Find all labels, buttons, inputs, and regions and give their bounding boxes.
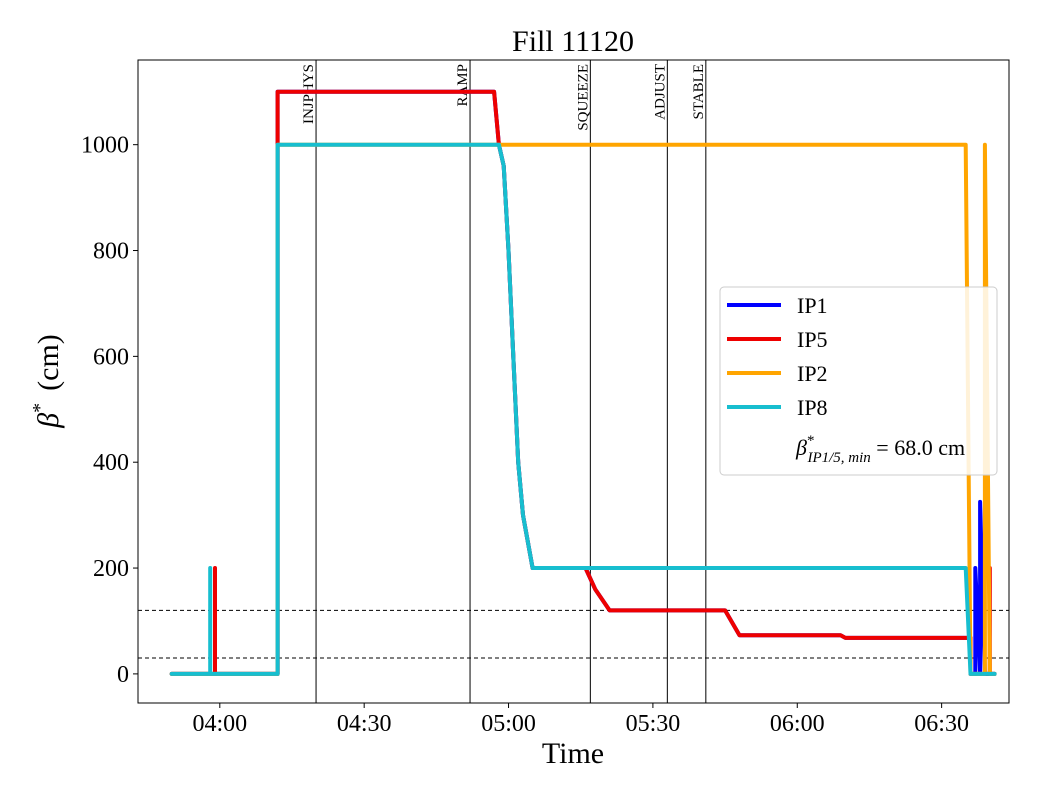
y-axis-label: β* (cm) — [29, 334, 65, 429]
y-tick-label-200: 200 — [93, 556, 129, 582]
y-tick-label-600: 600 — [93, 344, 129, 370]
x-tick-label-0500: 05:00 — [481, 711, 536, 737]
x-axis-label: Time — [542, 737, 604, 770]
phase-label-ramp: RAMP — [455, 64, 471, 107]
legend: IP1 IP5 IP2 IP8 β* IP1/5, min = 68.0 cm — [719, 286, 998, 476]
legend-label-ip8: IP8 — [797, 395, 828, 420]
legend-label-ip2: IP2 — [797, 361, 828, 386]
legend-beta-min-annotation: β* IP1/5, min = 68.0 cm — [795, 433, 965, 466]
phase-label-adjust: ADJUST — [652, 64, 668, 120]
x-tick-label-0430: 04:30 — [337, 711, 392, 737]
x-tick-label-0600: 06:00 — [770, 711, 825, 737]
y-tick-label-1000: 1000 — [81, 133, 129, 159]
chart-title: Fill 11120 — [512, 25, 634, 58]
reference-lines — [138, 609, 1009, 659]
x-axis-ticks: 04:00 04:30 05:00 05:30 06:00 06:30 — [192, 703, 969, 737]
y-tick-label-0: 0 — [117, 662, 129, 688]
y-axis-symbol: β — [32, 413, 65, 429]
legend-annotation-superscript: * — [807, 433, 815, 449]
legend-box — [719, 286, 998, 476]
y-axis-ticks: 0 200 400 600 800 1000 — [81, 133, 138, 688]
y-axis-superscript: * — [29, 403, 51, 413]
series-line-ip8 — [169, 142, 997, 676]
legend-annotation-symbol: β — [795, 435, 807, 460]
legend-annotation-value: 68.0 cm — [894, 435, 965, 460]
phase-markers: INJPHYS RAMP SQUEEZE ADJUST STABLE — [301, 60, 707, 703]
y-axis-unit: (cm) — [32, 334, 65, 391]
legend-label-ip1: IP1 — [797, 293, 828, 318]
legend-label-ip5: IP5 — [797, 327, 828, 352]
phase-label-injphys: INJPHYS — [301, 64, 317, 124]
x-tick-label-0400: 04:00 — [192, 711, 247, 737]
legend-annotation-equals: = — [871, 435, 894, 460]
x-tick-label-0630: 06:30 — [914, 711, 969, 737]
legend-entries: IP1 IP5 IP2 IP8 — [727, 293, 828, 420]
phase-label-squeeze: SQUEEZE — [575, 64, 591, 131]
x-tick-label-0530: 05:30 — [626, 711, 681, 737]
y-tick-label-800: 800 — [93, 239, 129, 265]
phase-label-stable: STABLE — [691, 64, 707, 119]
plot-frame — [137, 59, 1010, 704]
legend-annotation-subscript: IP1/5, min — [806, 450, 870, 466]
y-tick-label-400: 400 — [93, 450, 129, 476]
